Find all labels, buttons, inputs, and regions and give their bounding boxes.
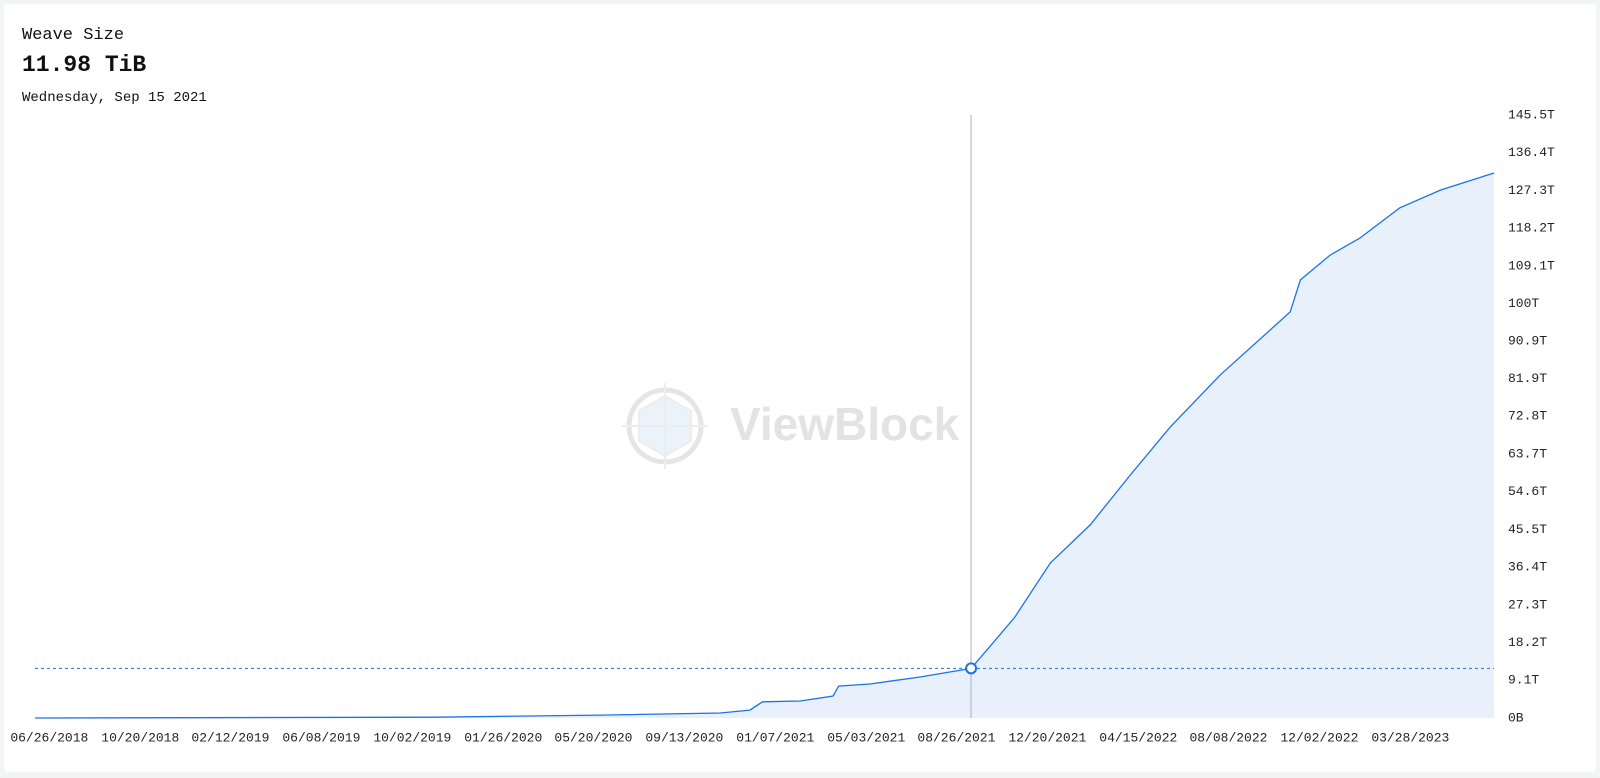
- x-tick-label: 12/20/2021: [1008, 730, 1086, 745]
- y-tick-label: 127.3T: [1508, 183, 1555, 198]
- y-tick-label: 81.9T: [1508, 371, 1547, 386]
- x-tick-label: 10/20/2018: [101, 730, 179, 745]
- x-tick-label: 09/13/2020: [645, 730, 723, 745]
- y-tick-label: 145.5T: [1508, 107, 1555, 122]
- x-tick-label: 06/08/2019: [282, 730, 360, 745]
- metric-title: Weave Size: [22, 26, 125, 45]
- x-tick-label: 05/20/2020: [554, 730, 632, 745]
- y-tick-label: 63.7T: [1508, 446, 1547, 461]
- y-tick-label: 136.4T: [1508, 145, 1555, 160]
- metric-value: 11.98 TiB: [22, 52, 147, 78]
- x-tick-label: 10/02/2019: [373, 730, 451, 745]
- watermark-text: ViewBlock: [730, 398, 960, 450]
- watermark-logo: [622, 383, 708, 469]
- x-tick-label: 01/26/2020: [464, 730, 542, 745]
- area-fill: [35, 173, 1494, 718]
- y-tick-label: 27.3T: [1508, 597, 1547, 612]
- y-tick-label: 100T: [1508, 296, 1539, 311]
- x-tick-label: 03/28/2023: [1371, 730, 1449, 745]
- y-tick-label: 36.4T: [1508, 560, 1547, 575]
- y-tick-label: 45.5T: [1508, 522, 1547, 537]
- y-tick-label: 118.2T: [1508, 221, 1555, 236]
- area-line: [34, 172, 1495, 719]
- x-tick-label: 08/08/2022: [1189, 730, 1267, 745]
- x-tick-label: 12/02/2022: [1280, 730, 1358, 745]
- x-tick-label: 02/12/2019: [191, 730, 269, 745]
- x-tick-label: 05/03/2021: [827, 730, 905, 745]
- y-tick-label: 109.1T: [1508, 258, 1555, 273]
- y-tick-label: 72.8T: [1508, 409, 1547, 424]
- y-tick-label: 18.2T: [1508, 635, 1547, 650]
- x-tick-label: 08/26/2021: [917, 730, 995, 745]
- y-tick-label: 54.6T: [1508, 484, 1547, 499]
- cursor-point: [965, 662, 978, 675]
- x-tick-label: 06/26/2018: [10, 730, 88, 745]
- metric-date: Wednesday, Sep 15 2021: [22, 90, 207, 106]
- y-tick-label: 0B: [1508, 710, 1524, 725]
- y-tick-label: 9.1T: [1508, 673, 1539, 688]
- x-tick-label: 01/07/2021: [736, 730, 814, 745]
- y-tick-label: 90.9T: [1508, 334, 1547, 349]
- x-tick-label: 04/15/2022: [1099, 730, 1177, 745]
